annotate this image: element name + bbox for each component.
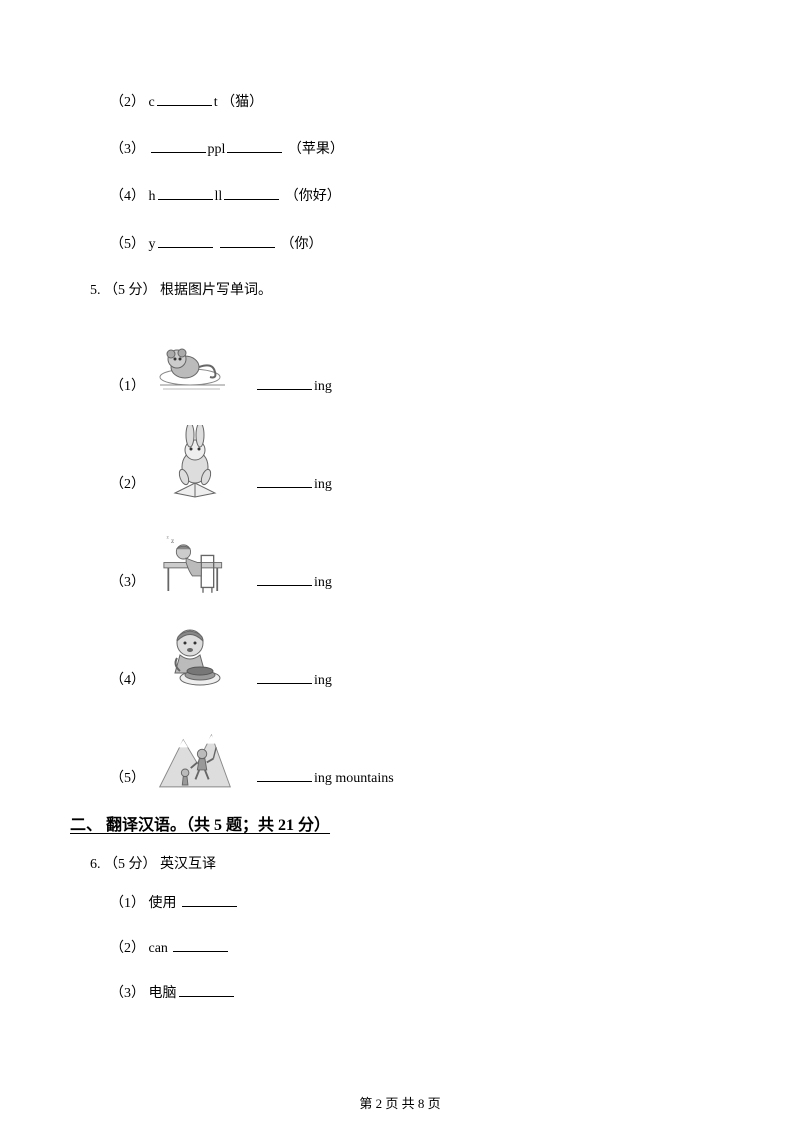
hint: （你好） <box>285 189 341 204</box>
answer-area: ing <box>255 668 332 701</box>
mid: ppl <box>208 142 226 157</box>
monkey-swimming-image <box>155 327 235 407</box>
blank[interactable] <box>179 981 234 997</box>
prefix: h <box>149 189 156 204</box>
q5-item-2: （2） ing <box>110 415 730 505</box>
item-num: （1） <box>110 896 145 911</box>
prefix: c <box>149 95 155 110</box>
item-text: can <box>149 941 168 956</box>
item-num: （3） <box>110 571 145 603</box>
q5-block: （1） ing （2） <box>110 317 730 799</box>
blank[interactable] <box>158 232 213 248</box>
q6-item-3: （3） 电脑 <box>110 981 730 1006</box>
suffix: ing mountains <box>314 771 394 786</box>
rabbit-reading-image <box>155 425 235 505</box>
q6-block: （1） 使用 （2） can （3） 电脑 <box>110 891 730 1007</box>
answer-area: ing mountains <box>255 766 394 799</box>
q6-item-1: （1） 使用 <box>110 891 730 916</box>
q5-item-3: （3） z z ing <box>110 513 730 603</box>
section-2-header: 二、 翻译汉语。（共 5 题；共 21 分） <box>70 811 730 835</box>
hint: （猫） <box>221 95 263 110</box>
suffix: t <box>214 95 218 110</box>
blank[interactable] <box>220 232 275 248</box>
suffix: ing <box>314 379 332 394</box>
child-sleeping-desk-image: z z <box>155 523 235 603</box>
q6-header: 6. （5 分） 英汉互译 <box>90 853 730 873</box>
svg-text:z: z <box>167 535 170 541</box>
suffix: ing <box>314 575 332 590</box>
q5-item-1: （1） ing <box>110 317 730 407</box>
q4-item-5: （5） y （你） <box>110 232 730 257</box>
svg-text:z: z <box>171 537 174 545</box>
answer-area: ing <box>255 374 332 407</box>
hint: （你） <box>281 237 323 252</box>
item-num: （4） <box>110 669 145 701</box>
blank[interactable] <box>151 137 206 153</box>
q4-item-3: （3） ppl （苹果） <box>110 137 730 162</box>
blank[interactable] <box>157 90 212 106</box>
suffix: ing <box>314 477 332 492</box>
item-num: （5） <box>110 237 145 252</box>
item-num: （3） <box>110 142 145 157</box>
boy-eating-image <box>155 621 235 701</box>
blank[interactable] <box>227 137 282 153</box>
blank[interactable] <box>257 766 312 782</box>
item-num: （5） <box>110 767 145 799</box>
q5-item-4: （4） ing <box>110 611 730 701</box>
blank[interactable] <box>182 891 237 907</box>
blank[interactable] <box>224 184 279 200</box>
item-num: （4） <box>110 189 145 204</box>
q4-block: （2） c t （猫） （3） ppl （苹果） （4） h ll （你好） （5）… <box>110 90 730 257</box>
climbing-mountains-image <box>155 719 235 799</box>
q5-item-5: （5） ing mountains <box>110 709 730 799</box>
item-num: （2） <box>110 941 145 956</box>
prefix: y <box>149 237 156 252</box>
item-num: （2） <box>110 473 145 505</box>
q6-item-2: （2） can <box>110 936 730 961</box>
hint: （苹果） <box>288 142 344 157</box>
answer-area: ing <box>255 570 332 603</box>
blank[interactable] <box>257 668 312 684</box>
item-num: （2） <box>110 95 145 110</box>
blank[interactable] <box>158 184 213 200</box>
item-num: （1） <box>110 375 145 407</box>
item-text: 电脑 <box>149 986 177 1001</box>
blank[interactable] <box>257 570 312 586</box>
page-footer: 第 2 页 共 8 页 <box>0 1093 800 1112</box>
blank[interactable] <box>257 472 312 488</box>
item-num: （3） <box>110 986 145 1001</box>
item-text: 使用 <box>149 896 177 911</box>
suffix: ing <box>314 673 332 688</box>
q5-header: 5. （5 分） 根据图片写单词。 <box>90 279 730 299</box>
q4-item-4: （4） h ll （你好） <box>110 184 730 209</box>
answer-area: ing <box>255 472 332 505</box>
blank[interactable] <box>173 936 228 952</box>
blank[interactable] <box>257 374 312 390</box>
q4-item-2: （2） c t （猫） <box>110 90 730 115</box>
mid: ll <box>215 189 223 204</box>
